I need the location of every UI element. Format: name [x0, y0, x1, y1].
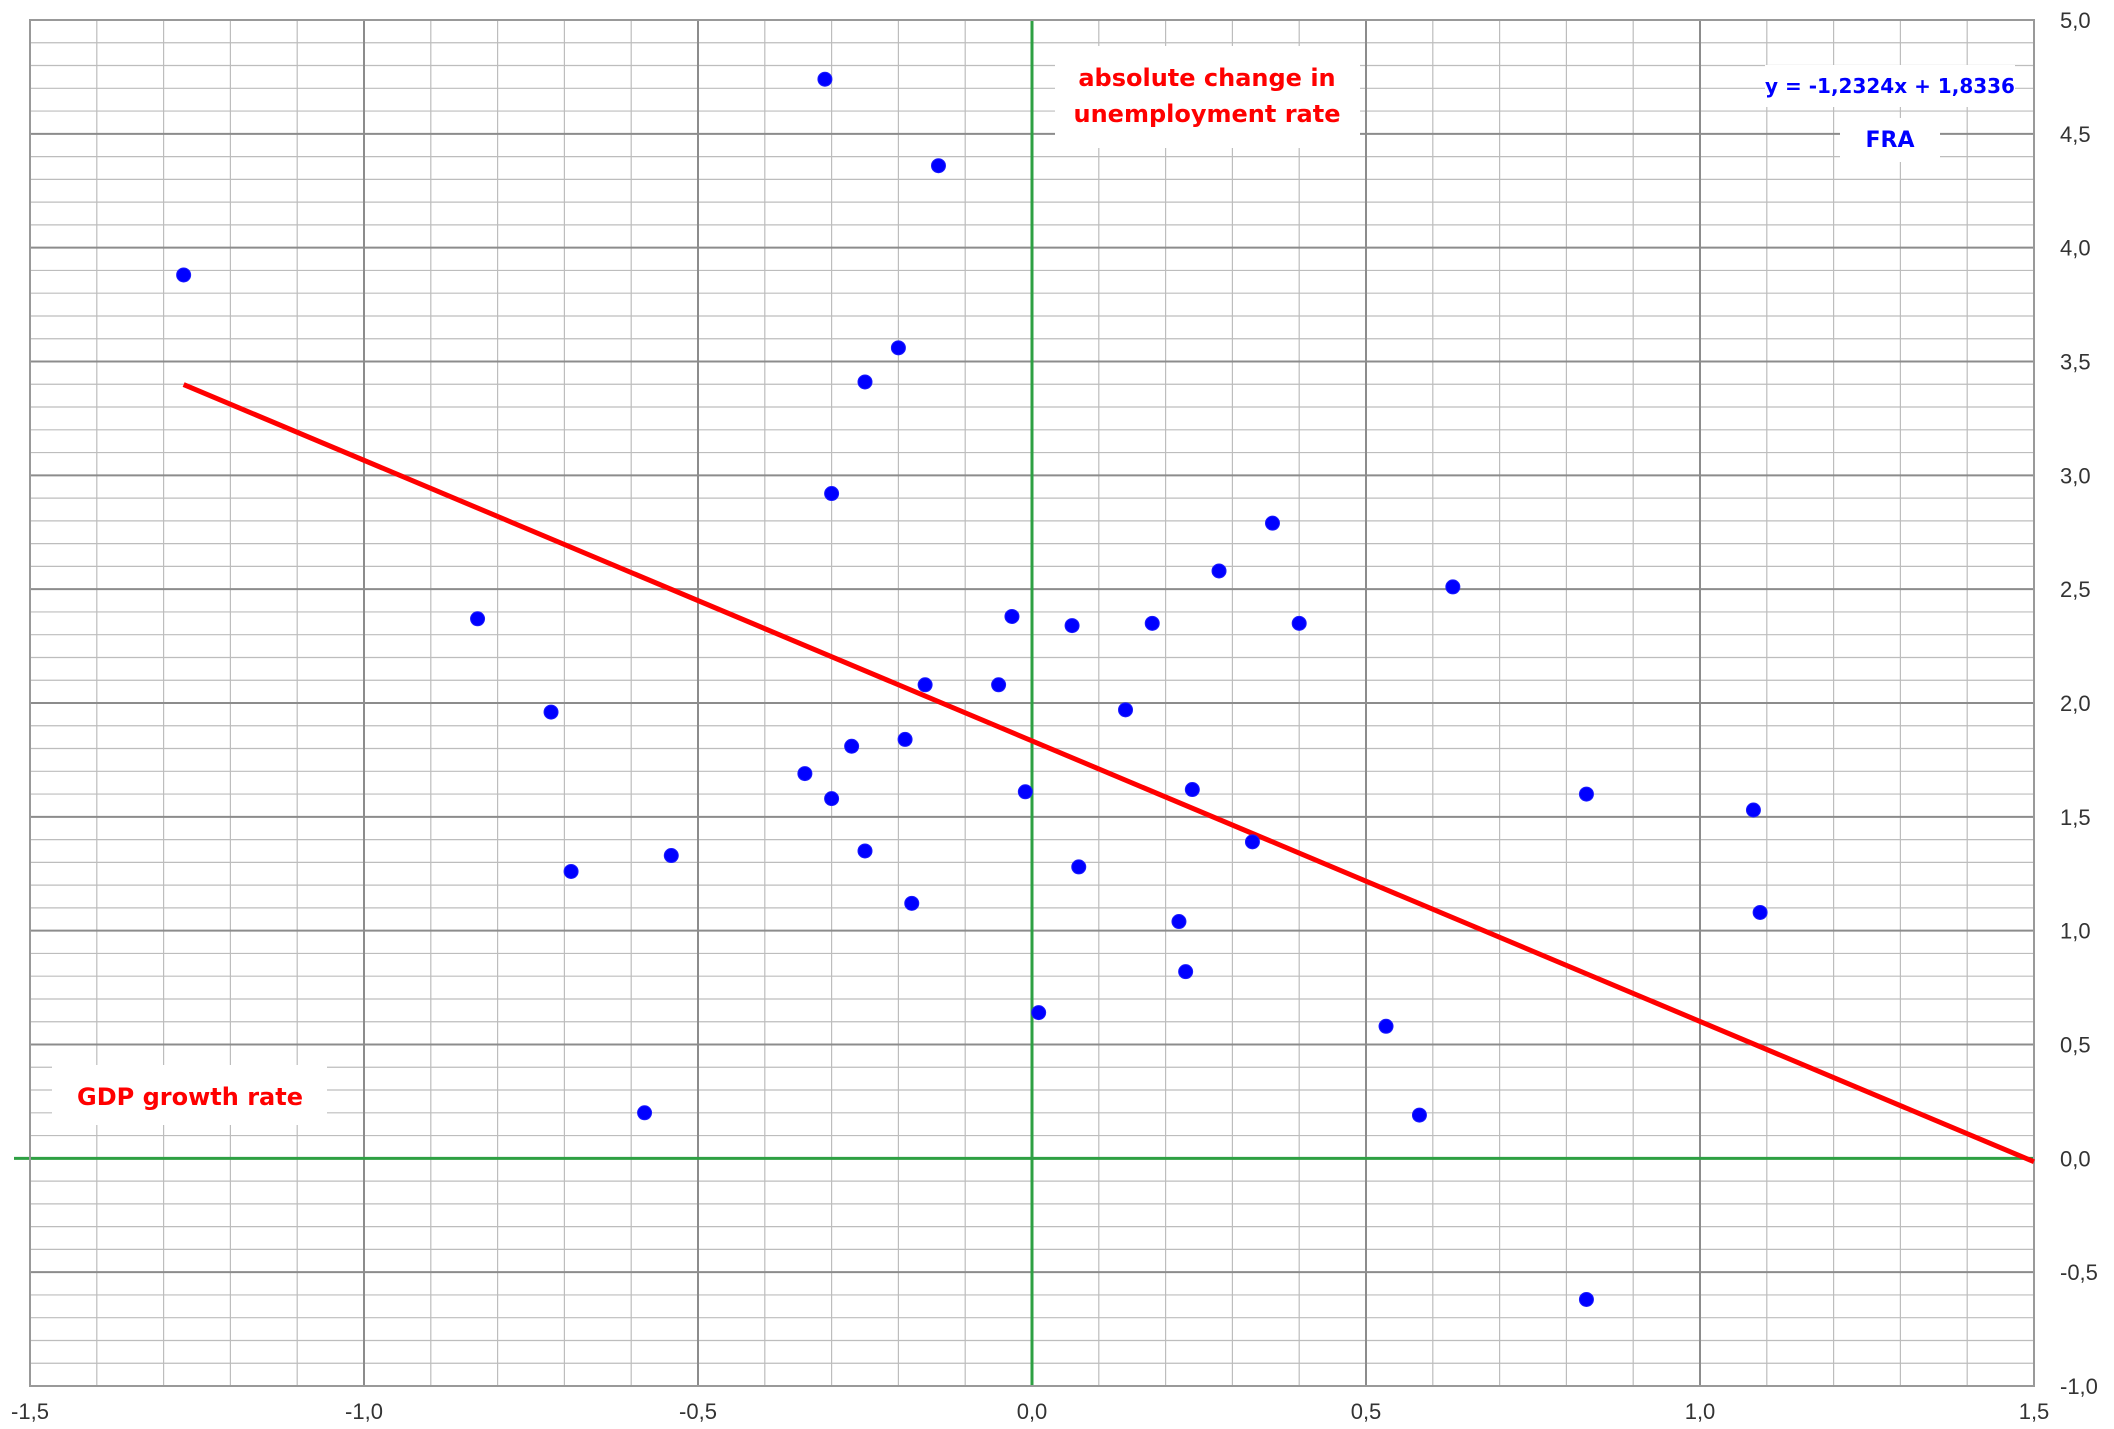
data-point	[176, 267, 192, 283]
y-axis-label: absolute change in	[1078, 64, 1335, 92]
data-point	[1578, 786, 1594, 802]
series-label-box	[1840, 118, 1940, 162]
data-point	[844, 738, 860, 754]
trendline-equation-box	[1765, 65, 2015, 107]
data-point	[1291, 615, 1307, 631]
trendline-equation: y = -1,2324x + 1,8336	[1765, 74, 2015, 98]
y-tick-label: -0,5	[2060, 1260, 2098, 1285]
data-point	[824, 486, 840, 502]
zero-axes	[14, 20, 2034, 1386]
data-point	[1184, 782, 1200, 798]
y-tick-label: 0,5	[2060, 1033, 2091, 1058]
data-point	[824, 791, 840, 807]
y-tick-label: 1,5	[2060, 805, 2091, 830]
data-point	[817, 71, 833, 87]
data-point	[890, 340, 906, 356]
data-point	[470, 611, 486, 627]
plot-frame	[29, 19, 2035, 1387]
y-tick-label: 4,0	[2060, 236, 2091, 261]
y-tick-label: 3,5	[2060, 350, 2091, 375]
data-point	[663, 848, 679, 864]
data-point	[1144, 615, 1160, 631]
y-tick-label: 1,0	[2060, 919, 2091, 944]
data-point	[1004, 608, 1020, 624]
data-point	[991, 677, 1007, 693]
x-tick-label: 1,0	[1685, 1399, 1716, 1424]
y-tick-label: 0,0	[2060, 1146, 2091, 1171]
data-point	[563, 863, 579, 879]
data-point	[797, 766, 813, 782]
data-point	[857, 374, 873, 390]
y-tick-label: 2,5	[2060, 577, 2091, 602]
data-point	[1578, 1291, 1594, 1307]
data-points	[176, 71, 1768, 1307]
x-tick-labels: -1,5 -1,0 -0,5 0,0 0,5 1,0 1,5	[11, 1399, 2049, 1424]
x-tick-label: 1,5	[2019, 1399, 2050, 1424]
x-tick-label: -1,5	[11, 1399, 49, 1424]
data-point	[1411, 1107, 1427, 1123]
data-point	[897, 731, 913, 747]
y-tick-label: 4,5	[2060, 122, 2091, 147]
data-point	[637, 1105, 653, 1121]
data-point	[1071, 859, 1087, 875]
data-point	[1118, 702, 1134, 718]
x-tick-label: -1,0	[345, 1399, 383, 1424]
x-axis-label: GDP growth rate	[77, 1083, 303, 1111]
series-label: FRA	[1866, 128, 1915, 153]
y-tick-labels: -1,0 -0,5 0,0 0,5 1,0 1,5 2,0 2,5 3,0 3,5 4,0 4,5 5,…	[2060, 8, 2098, 1399]
y-tick-label: 3,0	[2060, 463, 2091, 488]
y-axis-label-line-2: unemployment rate	[1074, 100, 1341, 128]
data-point	[1211, 563, 1227, 579]
data-point	[543, 704, 559, 720]
data-point	[1445, 579, 1461, 595]
y-tick-label: -1,0	[2060, 1374, 2098, 1399]
y-axis-label-box	[1055, 46, 1360, 148]
data-point	[1171, 914, 1187, 930]
data-point	[1378, 1018, 1394, 1034]
data-point	[1752, 904, 1768, 920]
data-point	[1017, 784, 1033, 800]
data-point	[1031, 1005, 1047, 1021]
data-point	[1745, 802, 1761, 818]
x-tick-label: -0,5	[679, 1399, 717, 1424]
data-point	[1178, 964, 1194, 980]
data-point	[1264, 515, 1280, 531]
y-tick-label: 2,0	[2060, 691, 2091, 716]
data-point	[917, 677, 933, 693]
data-point	[930, 158, 946, 174]
data-point	[904, 895, 920, 911]
y-tick-label: 5,0	[2060, 8, 2091, 33]
x-axis-label-box	[52, 1065, 327, 1125]
data-point	[1244, 834, 1260, 850]
x-tick-label: 0,5	[1351, 1399, 1382, 1424]
data-point	[1064, 618, 1080, 634]
trendline	[182, 382, 2035, 1165]
data-point	[857, 843, 873, 859]
x-tick-label: 0,0	[1017, 1399, 1048, 1424]
